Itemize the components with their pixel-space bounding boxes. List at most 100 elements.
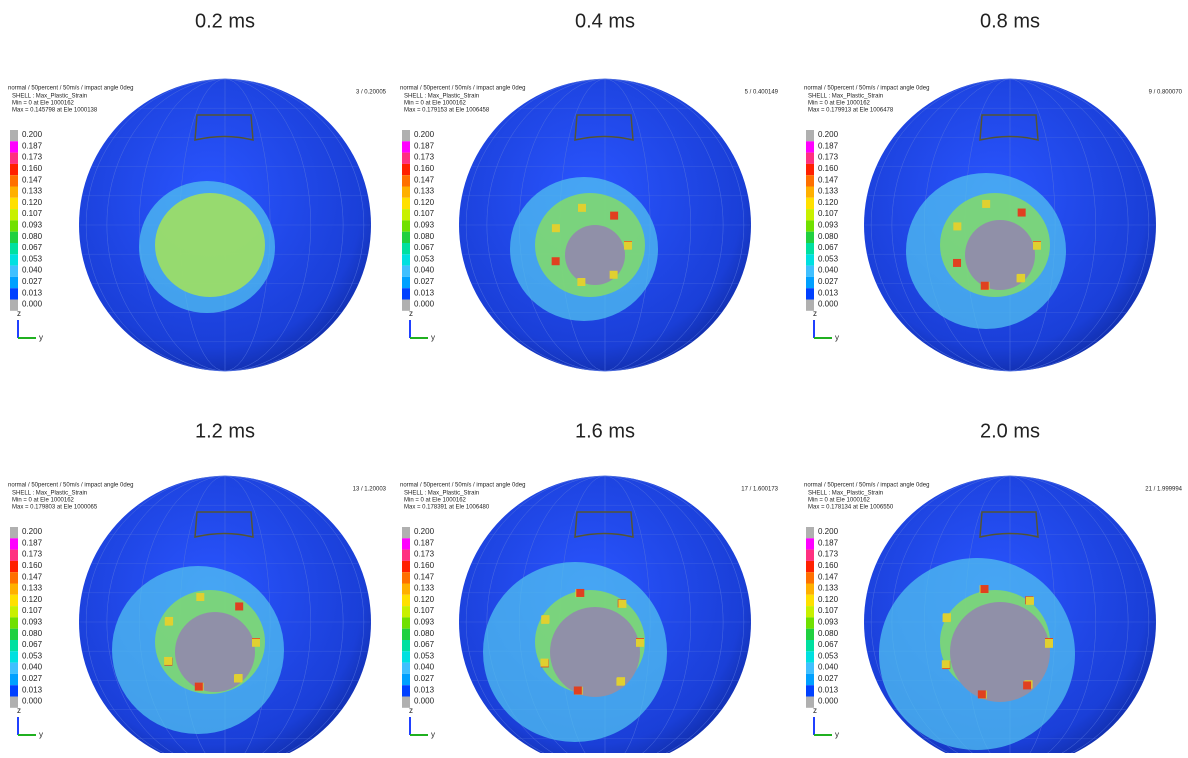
colorbar-label: 0.173 bbox=[818, 550, 839, 559]
triad-y: y bbox=[431, 333, 435, 342]
colorbar-swatch bbox=[806, 141, 814, 152]
colorbar-swatch bbox=[806, 651, 814, 662]
colorbar-swatch bbox=[10, 232, 18, 243]
colorbar-label: 0.200 bbox=[22, 130, 43, 139]
colorbar-label: 0.000 bbox=[818, 300, 839, 309]
colorbar-swatch bbox=[10, 550, 18, 561]
colorbar-swatch bbox=[402, 243, 410, 254]
step-label: 5 / 0.400149 bbox=[745, 90, 779, 96]
colorbar-label: 0.027 bbox=[22, 674, 43, 683]
fragment bbox=[981, 282, 989, 290]
colorbar-swatch bbox=[10, 277, 18, 288]
fragment bbox=[1023, 681, 1031, 689]
colorbar-swatch bbox=[402, 663, 410, 674]
fragment bbox=[610, 271, 618, 279]
quantity: SHELL : Max_Plastic_Strain bbox=[808, 94, 883, 100]
colorbar-swatch bbox=[402, 141, 410, 152]
colorbar-label: 0.053 bbox=[414, 254, 435, 263]
header: normal / 50percent / 50m/s / impact angl… bbox=[8, 483, 133, 489]
colorbar-swatch bbox=[806, 232, 814, 243]
fragment bbox=[981, 585, 989, 593]
max-line: Max = 0.179153 at Ele 1006458 bbox=[404, 108, 490, 114]
colorbar-label: 0.120 bbox=[818, 198, 839, 207]
colorbar-swatch bbox=[806, 266, 814, 277]
panel-title: 0.2 ms bbox=[195, 10, 255, 32]
colorbar-label: 0.200 bbox=[818, 527, 839, 536]
colorbar-swatch bbox=[10, 617, 18, 628]
panel: 2.0 msnormal / 50percent / 50m/s / impac… bbox=[804, 420, 1183, 753]
header: normal / 50percent / 50m/s / impact angl… bbox=[8, 86, 133, 92]
colorbar-swatch bbox=[10, 243, 18, 254]
colorbar-label: 0.053 bbox=[818, 254, 839, 263]
colorbar-label: 0.107 bbox=[818, 606, 839, 615]
triad-z: z bbox=[409, 309, 413, 318]
colorbar-label: 0.040 bbox=[22, 266, 43, 275]
colorbar-swatch bbox=[402, 595, 410, 606]
colorbar-swatch bbox=[10, 220, 18, 231]
colorbar-label: 0.080 bbox=[818, 232, 839, 241]
colorbar-swatch bbox=[402, 674, 410, 685]
step-label: 9 / 0.800070 bbox=[1149, 90, 1183, 96]
colorbar-label: 0.013 bbox=[414, 685, 435, 694]
colorbar-label: 0.147 bbox=[22, 572, 43, 581]
quantity: SHELL : Max_Plastic_Strain bbox=[404, 94, 479, 100]
colorbar-label: 0.200 bbox=[818, 130, 839, 139]
panel-title: 0.8 ms bbox=[980, 10, 1040, 32]
colorbar-label: 0.160 bbox=[22, 164, 43, 173]
min-line: Min = 0 at Ele 1000162 bbox=[808, 498, 871, 504]
min-line: Min = 0 at Ele 1000162 bbox=[12, 498, 75, 504]
colorbar-label: 0.147 bbox=[414, 572, 435, 581]
colorbar-label: 0.120 bbox=[818, 595, 839, 604]
step-label: 21 / 1.999994 bbox=[1145, 487, 1182, 493]
colorbar-label: 0.160 bbox=[414, 561, 435, 570]
colorbar-label: 0.013 bbox=[22, 288, 43, 297]
colorbar-label: 0.133 bbox=[818, 584, 839, 593]
colorbar-swatch bbox=[806, 527, 814, 538]
colorbar-label: 0.107 bbox=[414, 606, 435, 615]
fragment bbox=[542, 615, 550, 623]
fragment bbox=[978, 690, 986, 698]
colorbar-swatch bbox=[10, 629, 18, 640]
colorbar-label: 0.160 bbox=[22, 561, 43, 570]
fragment bbox=[235, 602, 243, 610]
panel-title: 1.2 ms bbox=[195, 420, 255, 442]
fragment bbox=[1026, 597, 1034, 605]
panel-title: 0.4 ms bbox=[575, 10, 635, 32]
quantity: SHELL : Max_Plastic_Strain bbox=[12, 94, 87, 100]
fragment bbox=[942, 660, 950, 668]
min-line: Min = 0 at Ele 1000162 bbox=[808, 101, 871, 107]
colorbar-label: 0.173 bbox=[22, 153, 43, 162]
colorbar-swatch bbox=[402, 153, 410, 164]
colorbar-swatch bbox=[402, 187, 410, 198]
colorbar-swatch bbox=[806, 561, 814, 572]
colorbar-label: 0.093 bbox=[818, 618, 839, 627]
colorbar-label: 0.067 bbox=[818, 640, 839, 649]
crater bbox=[550, 607, 640, 697]
colorbar-swatch bbox=[806, 198, 814, 209]
colorbar-swatch bbox=[806, 277, 814, 288]
fragment bbox=[196, 593, 204, 601]
fragment bbox=[195, 683, 203, 691]
quantity: SHELL : Max_Plastic_Strain bbox=[808, 491, 883, 497]
fragment bbox=[1017, 274, 1025, 282]
colorbar-label: 0.000 bbox=[22, 697, 43, 706]
crater bbox=[950, 602, 1050, 702]
colorbar-label: 0.160 bbox=[818, 164, 839, 173]
colorbar-swatch bbox=[402, 685, 410, 696]
colorbar-swatch bbox=[402, 288, 410, 299]
quantity: SHELL : Max_Plastic_Strain bbox=[12, 491, 87, 497]
fragment bbox=[578, 204, 586, 212]
fragment bbox=[577, 278, 585, 286]
colorbar-label: 0.120 bbox=[22, 595, 43, 604]
colorbar-label: 0.013 bbox=[414, 288, 435, 297]
colorbar-label: 0.187 bbox=[414, 141, 435, 150]
colorbar-swatch bbox=[806, 606, 814, 617]
colorbar-swatch bbox=[806, 640, 814, 651]
fragment bbox=[234, 675, 242, 683]
colorbar-label: 0.173 bbox=[22, 550, 43, 559]
colorbar-label: 0.067 bbox=[414, 640, 435, 649]
header: normal / 50percent / 50m/s / impact angl… bbox=[400, 86, 525, 92]
colorbar-label: 0.040 bbox=[818, 663, 839, 672]
colorbar-label: 0.040 bbox=[414, 266, 435, 275]
colorbar-swatch bbox=[10, 141, 18, 152]
